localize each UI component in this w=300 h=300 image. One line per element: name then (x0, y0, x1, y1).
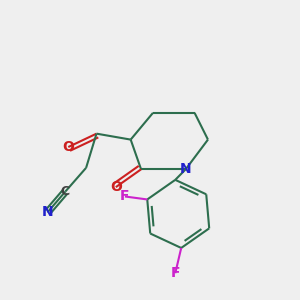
Text: C: C (61, 185, 70, 198)
Text: O: O (62, 140, 74, 154)
Text: O: O (110, 180, 122, 194)
Text: N: N (42, 206, 53, 219)
Text: F: F (170, 266, 180, 280)
Text: F: F (120, 190, 130, 203)
Text: N: N (180, 162, 191, 176)
